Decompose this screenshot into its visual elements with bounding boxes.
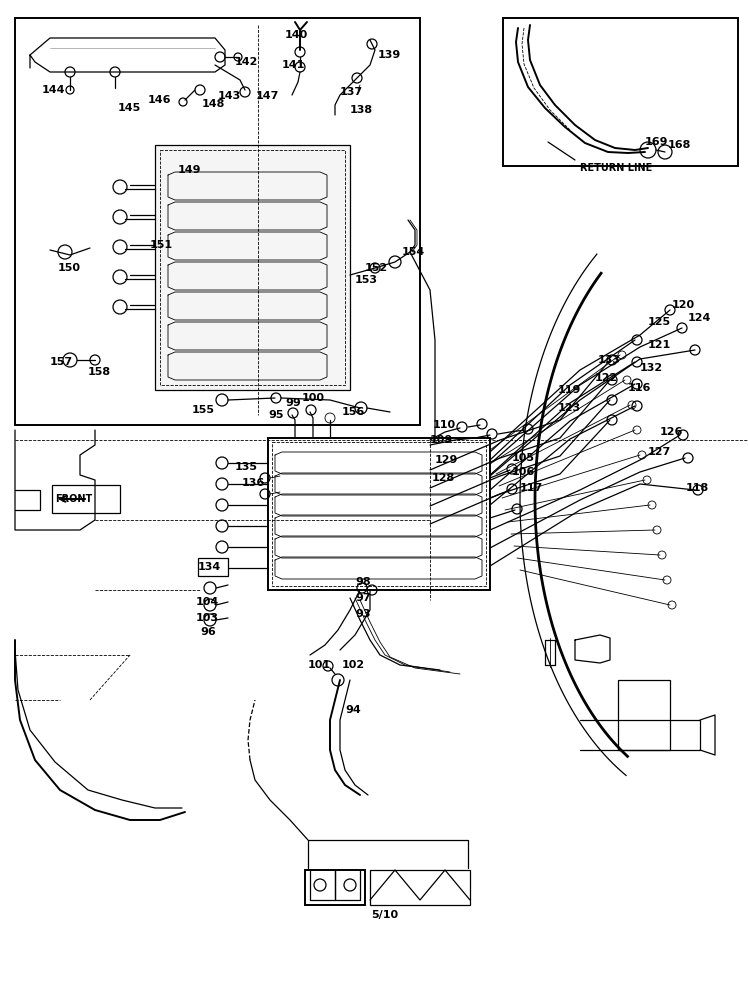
Text: 154: 154 (402, 247, 426, 257)
Bar (503, 18, 738, 166)
Text: 120: 120 (672, 300, 695, 310)
Text: 110: 110 (433, 420, 456, 430)
Text: 138: 138 (350, 105, 373, 115)
Text: 98: 98 (355, 577, 370, 587)
Text: 140: 140 (285, 30, 308, 40)
Bar (15, 18, 420, 425)
Text: 109: 109 (430, 435, 453, 445)
Text: 106: 106 (512, 467, 536, 477)
Bar (160, 150, 345, 385)
Text: FRONT: FRONT (55, 494, 93, 504)
Text: 105: 105 (512, 453, 535, 463)
Text: 136: 136 (242, 478, 266, 488)
Text: 121: 121 (648, 340, 671, 350)
Text: 129: 129 (435, 455, 459, 465)
Text: 137: 137 (340, 87, 363, 97)
Text: 150: 150 (58, 263, 81, 273)
Text: 145: 145 (118, 103, 141, 113)
Text: 128: 128 (432, 473, 456, 483)
Bar (370, 870, 470, 905)
Bar (618, 680, 670, 750)
Text: 116: 116 (628, 383, 652, 393)
Text: 96: 96 (200, 627, 215, 637)
Text: 94: 94 (345, 705, 361, 715)
Text: 132: 132 (640, 363, 663, 373)
Text: 134: 134 (198, 562, 221, 572)
Text: 97: 97 (355, 593, 370, 603)
Text: 152: 152 (365, 263, 388, 273)
Text: 157: 157 (50, 357, 73, 367)
Text: 144: 144 (42, 85, 66, 95)
Text: 148: 148 (202, 99, 225, 109)
Text: 102: 102 (342, 660, 365, 670)
Text: 135: 135 (235, 462, 258, 472)
Text: 141: 141 (282, 60, 305, 70)
Text: 104: 104 (196, 597, 219, 607)
Text: 169: 169 (645, 137, 669, 147)
Text: 117: 117 (520, 483, 543, 493)
Text: 151: 151 (150, 240, 173, 250)
Text: 118: 118 (686, 483, 709, 493)
Text: 158: 158 (88, 367, 111, 377)
Text: 103: 103 (196, 613, 219, 623)
Text: 156: 156 (342, 407, 365, 417)
Bar (52, 485, 120, 513)
Text: 99: 99 (285, 398, 301, 408)
Bar (268, 438, 490, 590)
Text: 147: 147 (256, 91, 279, 101)
Text: 153: 153 (355, 275, 378, 285)
Text: 119: 119 (558, 385, 581, 395)
Text: 95: 95 (268, 410, 283, 420)
Bar (198, 558, 228, 576)
Text: 5/10: 5/10 (372, 910, 399, 920)
Text: 126: 126 (660, 427, 684, 437)
Text: 122: 122 (595, 373, 619, 383)
Text: 93: 93 (355, 609, 370, 619)
Text: 127: 127 (648, 447, 671, 457)
Text: 101: 101 (308, 660, 331, 670)
Bar (155, 145, 350, 390)
Text: RETURN LINE: RETURN LINE (580, 163, 652, 173)
Bar (272, 442, 486, 586)
Text: 142: 142 (235, 57, 258, 67)
Text: 146: 146 (148, 95, 171, 105)
Text: 133: 133 (598, 355, 621, 365)
Text: 155: 155 (192, 405, 215, 415)
Bar (305, 870, 365, 905)
Text: 149: 149 (178, 165, 201, 175)
Text: 123: 123 (558, 403, 581, 413)
Text: 143: 143 (218, 91, 242, 101)
Text: 168: 168 (668, 140, 691, 150)
Text: 125: 125 (648, 317, 671, 327)
Text: 139: 139 (378, 50, 401, 60)
Text: 124: 124 (688, 313, 711, 323)
Text: 100: 100 (302, 393, 325, 403)
